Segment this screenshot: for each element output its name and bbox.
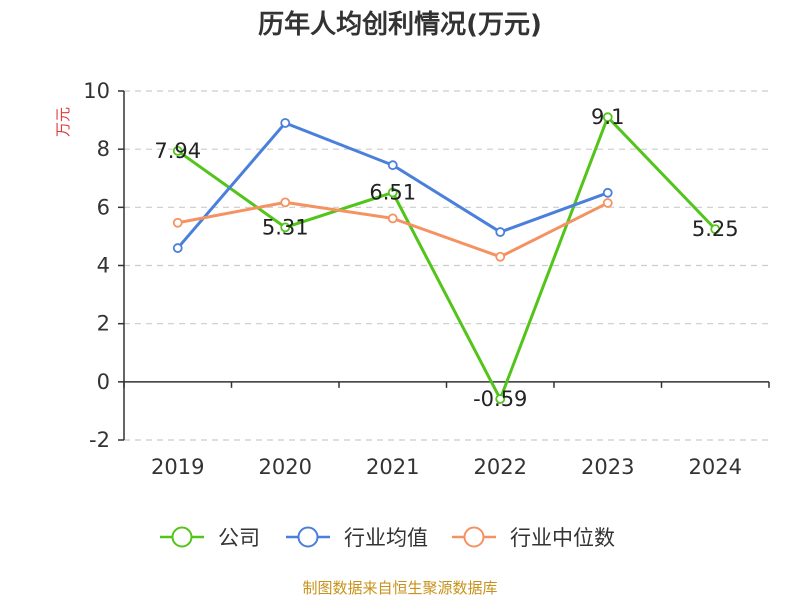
data-label: 5.25 bbox=[692, 217, 739, 241]
data-point[interactable] bbox=[280, 222, 291, 233]
x-tick-label: 2020 bbox=[259, 455, 312, 479]
x-tick-label: 2024 bbox=[689, 455, 742, 479]
data-point[interactable] bbox=[387, 187, 398, 198]
data-labels: 7.94 5.31 6.51 -0.59 9.1 5.25 bbox=[154, 105, 738, 411]
legend-marker bbox=[463, 526, 485, 548]
data-point[interactable] bbox=[172, 243, 183, 253]
x-tick-label: 2019 bbox=[151, 455, 204, 479]
data-label: 7.94 bbox=[154, 139, 201, 163]
data-point[interactable] bbox=[710, 224, 721, 235]
y-tick-label: -2 bbox=[89, 428, 110, 452]
legend: 公司 行业均值 行业中位数 bbox=[160, 526, 615, 550]
data-point[interactable] bbox=[280, 197, 291, 208]
y-tick-label: 8 bbox=[97, 137, 110, 161]
legend-marker bbox=[297, 526, 319, 548]
y-tick-label: 0 bbox=[97, 370, 110, 394]
y-tick-label: 10 bbox=[83, 79, 110, 103]
chart-title: 历年人均创利情况(万元) bbox=[258, 9, 542, 40]
source-note: 制图数据来自恒生聚源数据库 bbox=[302, 579, 497, 597]
data-point[interactable] bbox=[172, 146, 183, 156]
data-point[interactable] bbox=[602, 198, 613, 208]
x-tick-label: 2023 bbox=[581, 455, 634, 479]
data-point[interactable] bbox=[172, 217, 183, 228]
legend-marker bbox=[171, 526, 193, 548]
data-point[interactable] bbox=[602, 112, 613, 123]
data-point[interactable] bbox=[495, 394, 506, 404]
x-tick-label: 2022 bbox=[474, 455, 527, 479]
data-point[interactable] bbox=[602, 187, 613, 198]
data-point[interactable] bbox=[387, 213, 398, 224]
data-label: 6.51 bbox=[369, 181, 416, 205]
data-label: 5.31 bbox=[262, 215, 309, 239]
legend-label[interactable]: 行业均值 bbox=[344, 526, 428, 550]
data-label: 9.1 bbox=[591, 105, 624, 129]
data-point[interactable] bbox=[387, 160, 398, 171]
data-label: -0.59 bbox=[473, 387, 527, 411]
series-line-0 bbox=[176, 115, 717, 401]
x-tick-label: 2021 bbox=[366, 455, 419, 479]
data-point[interactable] bbox=[280, 118, 291, 128]
y-axis-label: 万元 bbox=[54, 107, 72, 137]
series-lines bbox=[172, 112, 721, 404]
data-point[interactable] bbox=[495, 227, 506, 237]
grid-lines bbox=[124, 90, 769, 441]
data-point[interactable] bbox=[495, 251, 506, 262]
y-tick-label: 2 bbox=[97, 312, 110, 336]
axes: -2 0 2 4 6 8 10 2019 2020 2021 2022 2023 2024 bbox=[83, 79, 770, 479]
legend-label[interactable]: 行业中位数 bbox=[510, 526, 615, 550]
y-tick-label: 6 bbox=[97, 195, 110, 219]
y-tick-label: 4 bbox=[97, 254, 110, 278]
series-line-2 bbox=[177, 200, 609, 259]
legend-label[interactable]: 公司 bbox=[218, 526, 260, 550]
